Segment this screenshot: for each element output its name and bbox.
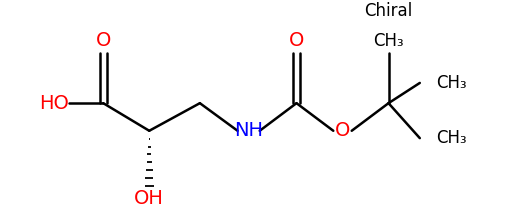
Text: O: O [96, 31, 111, 50]
Text: HO: HO [39, 94, 69, 113]
Text: O: O [335, 121, 350, 140]
Text: Chiral: Chiral [365, 2, 413, 20]
Text: CH₃: CH₃ [373, 32, 404, 50]
Text: CH₃: CH₃ [436, 74, 467, 92]
Text: NH: NH [234, 121, 263, 140]
Text: O: O [289, 31, 304, 50]
Text: CH₃: CH₃ [436, 129, 467, 147]
Text: OH: OH [134, 189, 164, 208]
